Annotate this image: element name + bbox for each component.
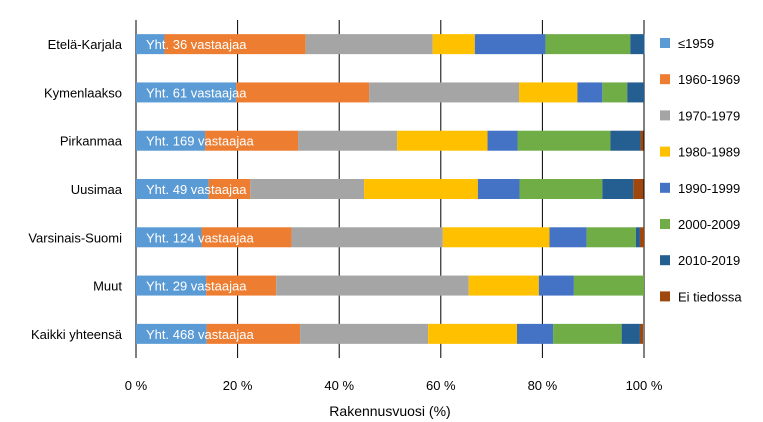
bar-segment: [428, 323, 517, 344]
legend-label: Ei tiedossa: [678, 289, 742, 304]
category-label: Muut: [93, 279, 122, 294]
category-label: Uusimaa: [71, 182, 123, 197]
legend-swatch: [660, 182, 670, 193]
legend-swatch: [660, 38, 670, 48]
legend-swatch: [660, 74, 670, 85]
bar-segment: [201, 227, 292, 248]
bar-segment: [477, 179, 520, 199]
bar-segment: [136, 82, 237, 103]
legend-label: 1990-1999: [678, 181, 740, 196]
bar-segment: [577, 82, 603, 103]
bar-annotation: Yht. 169 vastaajaa: [146, 134, 254, 149]
bar-segment: [136, 323, 207, 344]
x-tick-label: 40 %: [324, 378, 354, 393]
bar-segment: [549, 227, 587, 248]
bar-segment: [610, 130, 641, 151]
legend-label: 2010-2019: [678, 253, 740, 268]
bar-segment: [538, 275, 574, 296]
x-tick-label: 20 %: [223, 378, 253, 393]
bar-segment: [305, 34, 433, 55]
bar-segment: [639, 323, 643, 344]
bar-segment: [633, 179, 644, 199]
category-label: Varsinais-Suomi: [28, 230, 122, 245]
bar-segment: [545, 34, 631, 55]
bar-segment: [519, 82, 578, 103]
legend-label: 1960-1969: [678, 72, 740, 87]
bar-annotation: Yht. 49 vastaajaa: [146, 182, 247, 197]
bar-segment: [468, 275, 539, 296]
category-label: Pirkanmaa: [60, 134, 123, 149]
bar-segment: [298, 130, 398, 151]
legend-label: 2000-2009: [678, 217, 740, 232]
bar-segment: [291, 227, 443, 248]
bar-segment: [639, 227, 644, 248]
bar-segment: [164, 34, 306, 55]
x-axis-title: Rakennusvuosi (%): [329, 403, 450, 419]
bar-segment: [364, 179, 478, 199]
bar-segment: [369, 82, 520, 103]
x-tick-labels: 0 % 20 % 40 % 60 % 80 % 100 %: [125, 378, 663, 393]
bar-segment: [205, 130, 299, 151]
bar-segment: [602, 82, 628, 103]
bar-segment: [621, 323, 640, 344]
legend-swatch: [660, 146, 670, 157]
legend-swatch: [660, 255, 670, 266]
bar-segment: [640, 130, 644, 151]
legend: ≤1959 1960-1969 1970-1979 1980-1989 1990-199…: [660, 36, 742, 304]
bar-segment: [136, 275, 207, 296]
bar-segment: [397, 130, 488, 151]
bar-segment: [236, 82, 370, 103]
bar-segment: [250, 179, 365, 199]
bar-segment: [517, 130, 611, 151]
legend-label: 1980-1989: [678, 145, 740, 160]
bar-segment: [635, 227, 640, 248]
bar-segment: [573, 275, 644, 296]
bar-segment: [136, 34, 165, 55]
category-label: Kymenlaakso: [44, 85, 122, 100]
bar-segment: [136, 227, 202, 248]
bar-segment: [602, 179, 634, 199]
bar-segment: [627, 82, 644, 103]
legend-swatch: [660, 110, 670, 121]
bar-segment: [519, 179, 603, 199]
bar-annotation: Yht. 468 vastaajaa: [146, 327, 254, 342]
bar-segment: [206, 323, 301, 344]
bar-annotations: Yht. 36 vastaajaa Yht. 61 vastaajaa Yht. 1…: [146, 37, 254, 342]
bar-segment: [208, 179, 251, 199]
bar-segment: [432, 34, 475, 55]
bar-segment: [206, 275, 277, 296]
bar-segment: [517, 323, 554, 344]
bar-segment: [553, 323, 622, 344]
bar-segment: [630, 34, 645, 55]
bar-segment: [586, 227, 636, 248]
bars: [136, 34, 645, 344]
bar-segment: [136, 130, 206, 151]
legend-label: 1970-1979: [678, 108, 740, 123]
bar-segment: [442, 227, 550, 248]
x-tick-label: 60 %: [426, 378, 456, 393]
bar-segment: [487, 130, 518, 151]
x-tick-label: 0 %: [125, 378, 148, 393]
legend-label: ≤1959: [678, 36, 714, 51]
bar-segment: [136, 179, 209, 199]
legend-swatch: [660, 219, 670, 229]
x-tick-label: 100 %: [626, 378, 663, 393]
category-label: Etelä-Karjala: [48, 37, 123, 52]
bar-annotation: Yht. 29 vastaajaa: [146, 279, 247, 294]
bar-annotation: Yht. 36 vastaajaa: [146, 37, 247, 52]
bar-segment: [300, 323, 429, 344]
x-tick-label: 80 %: [528, 378, 558, 393]
category-label: Kaikki yhteensä: [31, 327, 123, 342]
category-labels: Etelä-Karjala Kymenlaakso Pirkanmaa Uusimaa…: [28, 37, 122, 342]
bar-annotation: Yht. 61 vastaajaa: [146, 85, 247, 100]
bar-segment: [474, 34, 546, 55]
bar-annotation: Yht. 124 vastaajaa: [146, 230, 254, 245]
legend-swatch: [660, 291, 670, 302]
bar-segment: [276, 275, 469, 296]
